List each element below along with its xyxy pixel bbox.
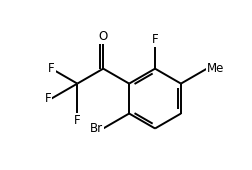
Text: F: F: [45, 92, 51, 105]
Text: Me: Me: [207, 62, 224, 75]
Text: F: F: [74, 114, 81, 126]
Text: O: O: [99, 30, 108, 43]
Text: F: F: [152, 33, 158, 46]
Text: F: F: [48, 62, 55, 75]
Text: Br: Br: [90, 122, 103, 135]
